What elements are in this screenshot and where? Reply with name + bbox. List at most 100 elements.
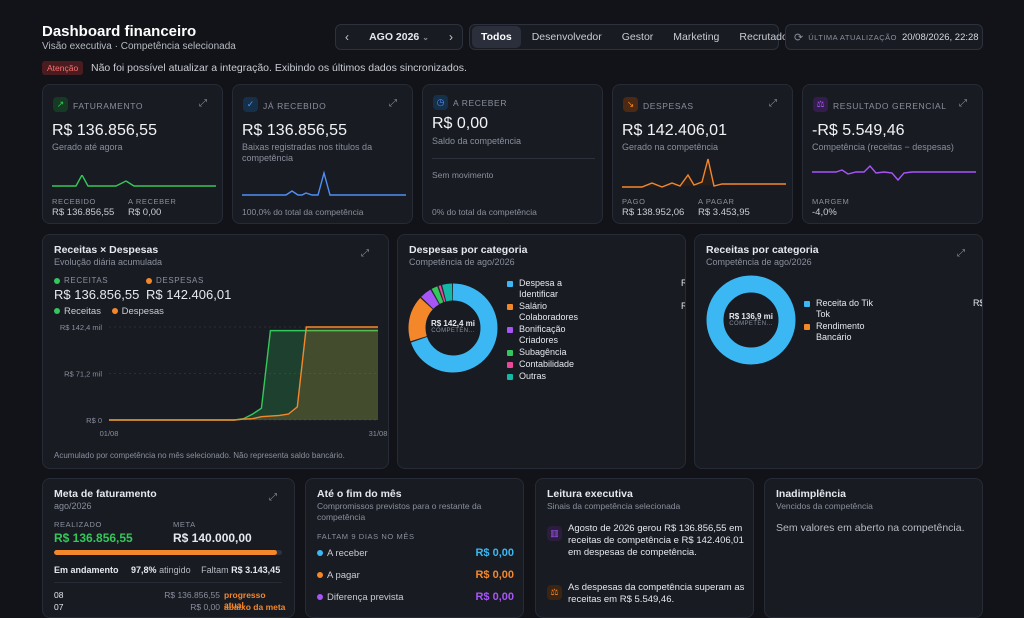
- meta-progress-track: [54, 550, 282, 555]
- kpi-faturamento-card: ↗ FATURAMENTO ⤢ R$ 136.856,55 Gerado até…: [42, 84, 223, 224]
- fim-value: R$ 0,00: [475, 569, 514, 581]
- category-row[interactable]: Despesa a IdentificarR$ 99.629,7870,0%: [507, 278, 685, 301]
- tab-marketing[interactable]: Marketing: [673, 31, 720, 43]
- kpi-label: A RECEBER: [453, 98, 508, 108]
- y-tick-label: R$ 71,2 mil: [64, 370, 102, 379]
- inadimplencia-card: Inadimplência Vencidos da competência Se…: [764, 478, 983, 618]
- meta-status-row: Em andamento 97,8% atingido Faltam R$ 3.…: [54, 565, 280, 575]
- fim-row: A pagar R$ 0,00: [317, 569, 514, 581]
- meta-row-status: abaixo da meta: [224, 602, 286, 612]
- resultado-sparkline: [812, 164, 976, 182]
- x-tick-label: 01/08: [100, 429, 119, 438]
- chart-legend: Receitas Despesas: [54, 306, 164, 317]
- kpi-foot-value: R$ 136.856,55: [52, 207, 115, 218]
- chevron-down-icon: ⌄: [422, 33, 429, 42]
- kpi-foot-label: A RECEBER: [128, 197, 177, 206]
- meta-falta-value: R$ 3.143,45: [231, 565, 281, 575]
- legend-receitas[interactable]: Receitas: [54, 306, 101, 317]
- y-tick-label: R$ 142,4 mil: [60, 323, 102, 332]
- summary-label: DESPESAS: [156, 276, 204, 285]
- category-value: R$ 99.629,78: [667, 278, 685, 288]
- tab-recrutador[interactable]: Recrutador: [739, 31, 792, 43]
- kpi-description: Baixas registradas nos títulos da compet…: [242, 142, 373, 163]
- summary-value: R$ 142.406,01: [146, 287, 232, 302]
- kpi-description: Competência (receitas − despesas): [812, 142, 954, 152]
- category-row[interactable]: ContabilidadeR$ 1.878,601,3%: [507, 359, 685, 371]
- alert-text: Não foi possível atualizar a integração.…: [91, 62, 467, 74]
- receitas-despesas-chart: R$ 142,4 mil R$ 71,2 mil R$ 0 01/08 31/08: [60, 323, 388, 438]
- kpi-value: -R$ 5.549,46: [812, 122, 905, 139]
- category-swatch: [507, 304, 513, 310]
- expand-icon[interactable]: ⤢: [959, 98, 967, 109]
- chevron-right-icon[interactable]: ›: [448, 30, 453, 44]
- category-swatch: [507, 374, 513, 380]
- fim-label: A pagar: [327, 570, 360, 581]
- page-title: Dashboard financeiro: [42, 23, 197, 40]
- expand-icon[interactable]: ⤢: [199, 98, 207, 109]
- category-swatch: [507, 362, 513, 368]
- fim-value: R$ 0,00: [475, 591, 514, 603]
- card-subtitle: Evolução diária acumulada: [54, 257, 163, 267]
- meta-faturamento-card: Meta de faturamento ago/2026 ⤢ REALIZADO…: [42, 478, 295, 618]
- insight-text: Agosto de 2026 gerou R$ 136.856,55 em re…: [568, 523, 744, 558]
- category-row[interactable]: Salário ColaboradoresR$ 24.354,4017,1%: [507, 301, 685, 324]
- fim-row: A receber R$ 0,00: [317, 547, 514, 559]
- receitas-dot: [54, 277, 60, 284]
- meta-row-status: progresso atual: [224, 590, 266, 610]
- category-row[interactable]: SubagênciaR$ 3.907,902,7%: [507, 347, 685, 359]
- legend-despesas[interactable]: Despesas: [111, 306, 164, 317]
- series-area: [109, 327, 378, 420]
- expand-icon[interactable]: ⤢: [957, 248, 965, 259]
- category-row[interactable]: Bonificação CriadoresR$ 6.704,994,7%: [507, 324, 685, 347]
- meta-falta-label: Faltam: [201, 565, 229, 575]
- expand-icon[interactable]: ⤢: [389, 98, 397, 109]
- month-label: AGO 2026: [369, 31, 420, 43]
- kpi-value: R$ 142.406,01: [622, 122, 727, 139]
- category-value: R$ 1.878,60: [667, 359, 685, 369]
- tab-desenvolvedor[interactable]: Desenvolvedor: [531, 31, 602, 43]
- category-name: Despesa a Identificar: [519, 278, 563, 299]
- category-value: R$ 5.930,34: [667, 371, 685, 381]
- donut-slice[interactable]: [408, 283, 498, 373]
- donut-slice[interactable]: [706, 275, 796, 365]
- last-update[interactable]: ⟳ ÚLTIMA ATUALIZAÇÃO 20/08/2026, 22:28: [785, 24, 983, 50]
- card-title: Receitas por categoria: [706, 244, 819, 256]
- meta-pct: 97,8%: [131, 565, 157, 575]
- category-value: R$ 6.704,99: [667, 324, 685, 334]
- chevron-left-icon[interactable]: ‹: [345, 30, 349, 44]
- category-name: Subagência: [519, 347, 567, 357]
- category-swatch: [804, 301, 810, 307]
- tab-todos[interactable]: Todos: [472, 26, 521, 48]
- category-value: R$ 0,83: [964, 321, 982, 331]
- card-subtitle: Competência de ago/2026: [409, 257, 515, 267]
- month-dropdown[interactable]: AGO 2026 ⌄: [369, 31, 429, 43]
- expand-icon[interactable]: ⤢: [361, 248, 369, 259]
- kpi-foot-label: RECEBIDO: [52, 197, 96, 206]
- category-value: R$ 3.907,90: [667, 347, 685, 357]
- receitas-donut-chart: [706, 275, 796, 365]
- faturamento-sparkline: [52, 175, 216, 187]
- insight-text: As despesas da competência superam as re…: [568, 582, 745, 605]
- kpi-foot-label: PAGO: [622, 197, 646, 206]
- tab-gestor[interactable]: Gestor: [621, 31, 654, 43]
- kpi-value: R$ 136.856,55: [242, 122, 347, 139]
- donut-slice[interactable]: [408, 283, 498, 373]
- category-row[interactable]: Rendimento BancárioR$ 0,830,0%: [804, 321, 982, 344]
- meta-row-value: R$ 0,00: [190, 602, 220, 612]
- kpi-value: R$ 0,00: [432, 115, 489, 132]
- category-value: R$ 136.855,72: [972, 298, 982, 308]
- meta-row-value: R$ 136.856,55: [164, 590, 220, 600]
- meta-realizado-value: R$ 136.856,55: [54, 531, 133, 545]
- month-selector: ‹ AGO 2026 ⌄ ›: [335, 24, 463, 50]
- recebido-sparkline: [242, 170, 406, 196]
- expand-icon[interactable]: ⤢: [769, 98, 777, 109]
- insight-item: ⚖ As despesas da competência superam as …: [547, 582, 749, 606]
- kpi-label: RESULTADO GERENCIAL: [833, 101, 947, 111]
- kpi-foot-value: R$ 0,00: [128, 207, 162, 218]
- donut-center-label: COMPETÊN...: [729, 321, 773, 327]
- expand-icon[interactable]: ⤢: [269, 492, 277, 503]
- trend-down-icon: ↘: [623, 97, 638, 112]
- summary-label: RECEITAS: [64, 276, 109, 285]
